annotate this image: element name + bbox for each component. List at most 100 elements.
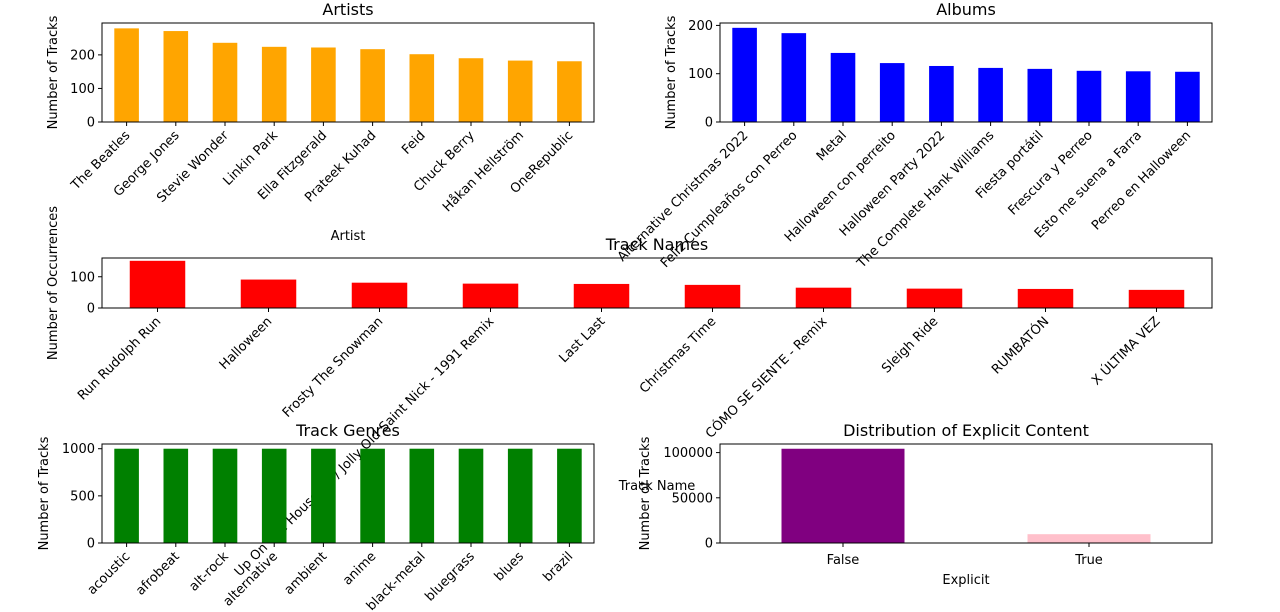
x-tick-label: afrobeat bbox=[133, 549, 182, 598]
x-tick-label: RUMBATÓN bbox=[988, 314, 1052, 378]
x-tick-label: bluegrass bbox=[423, 549, 478, 604]
bar bbox=[507, 448, 533, 543]
bar bbox=[929, 65, 954, 122]
bar bbox=[1017, 288, 1074, 308]
x-tick-label: Metal bbox=[814, 128, 850, 164]
x-tick-label: False bbox=[827, 553, 860, 568]
bar bbox=[684, 284, 741, 308]
x-tick-label: Christmas Time bbox=[637, 314, 719, 396]
bar bbox=[906, 288, 963, 308]
bar bbox=[732, 27, 757, 122]
y-axis-label: Number of Tracks bbox=[37, 436, 52, 550]
bar bbox=[1128, 289, 1185, 308]
x-axis-label: Artist bbox=[331, 229, 366, 244]
y-tick-label: 200 bbox=[688, 19, 713, 34]
plot-frame bbox=[719, 22, 1213, 123]
bar bbox=[978, 67, 1003, 122]
plot-frame bbox=[101, 22, 595, 123]
x-tick-label: alt-rock bbox=[187, 549, 233, 595]
y-axis-label: Number of Occurrences bbox=[46, 206, 61, 360]
bar bbox=[1027, 534, 1151, 543]
y-tick-label: 0 bbox=[87, 116, 95, 131]
y-tick-label: 50000 bbox=[672, 491, 713, 506]
bar bbox=[212, 448, 238, 543]
bar bbox=[458, 58, 484, 122]
x-tick-label: Frescura y Perreo bbox=[1006, 128, 1096, 218]
bar bbox=[1125, 71, 1151, 122]
y-tick-label: 100 bbox=[70, 82, 95, 97]
y-tick-label: 0 bbox=[705, 116, 713, 131]
bar bbox=[360, 49, 385, 122]
bar bbox=[261, 448, 287, 543]
y-axis-label: Number of Tracks bbox=[664, 15, 679, 129]
bar bbox=[409, 448, 435, 543]
chart-title: Track Names bbox=[605, 235, 709, 254]
bar bbox=[311, 448, 336, 543]
bar bbox=[212, 42, 238, 122]
y-tick-label: 0 bbox=[87, 537, 95, 552]
x-tick-label: ambient bbox=[282, 549, 331, 598]
bar bbox=[351, 282, 408, 308]
y-tick-label: 0 bbox=[87, 302, 95, 317]
x-tick-label: Sleigh Ride bbox=[879, 314, 941, 376]
bar bbox=[795, 287, 852, 308]
x-tick-label: X ÚLTIMA VEZ bbox=[1088, 313, 1163, 388]
bar bbox=[129, 260, 186, 308]
bar bbox=[360, 448, 385, 543]
bar bbox=[1175, 71, 1200, 122]
x-tick-label: acoustic bbox=[85, 549, 134, 598]
x-tick-label: Perreo en Halloween bbox=[1089, 128, 1194, 233]
chart-title: Track Genres bbox=[295, 421, 400, 440]
bar bbox=[163, 448, 189, 543]
bar bbox=[458, 448, 484, 543]
bar bbox=[830, 52, 856, 122]
chart-title: Albums bbox=[936, 0, 996, 19]
x-tick-label: anime bbox=[340, 549, 379, 588]
bar bbox=[557, 61, 582, 122]
bar bbox=[1027, 68, 1053, 122]
bar bbox=[507, 60, 533, 122]
plot-frame bbox=[719, 443, 1213, 544]
y-tick-label: 1000 bbox=[62, 442, 95, 457]
y-tick-label: 200 bbox=[70, 48, 95, 63]
bar bbox=[240, 279, 297, 308]
bar bbox=[1076, 70, 1102, 122]
bar bbox=[462, 283, 519, 308]
plot-frame bbox=[101, 443, 595, 544]
bar bbox=[261, 46, 287, 122]
y-tick-label: 0 bbox=[705, 537, 713, 552]
bar bbox=[114, 448, 139, 543]
x-tick-label: Halloween bbox=[217, 314, 276, 373]
y-tick-label: 500 bbox=[70, 489, 95, 504]
y-tick-label: 100 bbox=[688, 67, 713, 82]
bar bbox=[879, 63, 905, 122]
bar bbox=[409, 54, 435, 122]
bar bbox=[781, 448, 905, 543]
chart-title: Distribution of Explicit Content bbox=[843, 421, 1089, 440]
bar bbox=[573, 283, 630, 308]
chart-5: 0 50000 100000 False True Distribution of Exp… bbox=[638, 421, 1213, 588]
x-tick-label: True bbox=[1074, 553, 1103, 568]
x-tick-label: brazil bbox=[540, 549, 576, 585]
x-tick-label: Run Rudolph Run bbox=[75, 314, 164, 403]
y-axis-label: Number of Tracks bbox=[46, 15, 61, 129]
x-tick-label: CÓMO SE SIENTE - Remix bbox=[702, 313, 830, 441]
bar bbox=[781, 33, 807, 122]
x-tick-label: blues bbox=[492, 549, 527, 584]
chart-title: Artists bbox=[322, 0, 373, 19]
x-tick-label: Feid bbox=[399, 128, 428, 157]
x-tick-label: Last Last bbox=[556, 314, 608, 366]
bar bbox=[163, 31, 189, 122]
x-axis-label: Explicit bbox=[942, 573, 989, 588]
bar bbox=[557, 448, 582, 543]
y-tick-label: 100 bbox=[70, 270, 95, 285]
plot-frame bbox=[101, 257, 1213, 309]
x-tick-label: Frosty The Snowman bbox=[280, 314, 386, 420]
x-axis-label: Track Name bbox=[618, 479, 696, 494]
bar bbox=[311, 47, 336, 122]
y-axis-label: Number of Tracks bbox=[638, 436, 653, 550]
